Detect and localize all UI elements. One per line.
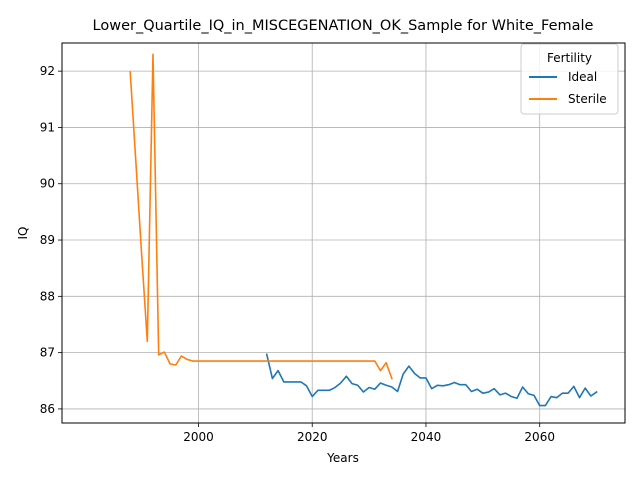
y-tick-label: 92 [40, 64, 55, 78]
x-tick-label: 2020 [297, 430, 328, 444]
legend: Fertility Ideal Sterile [520, 43, 619, 115]
x-tick-label: 2040 [411, 430, 442, 444]
legend-title: Fertility [547, 51, 592, 65]
legend-label-sterile: Sterile [568, 92, 607, 106]
series-line-ideal [265, 353, 598, 407]
y-tick-label: 90 [40, 177, 55, 191]
x-tick-label: 2060 [524, 430, 555, 444]
chart-title: Lower_Quartile_IQ_in_MISCEGENATION_OK_Sa… [93, 18, 594, 34]
series-line-sterile [129, 53, 393, 380]
y-tick-label: 87 [40, 346, 55, 360]
y-axis-label: IQ [16, 227, 30, 240]
y-tick-label: 89 [40, 233, 55, 247]
series-lines [129, 53, 598, 407]
y-tick-label: 88 [40, 289, 55, 303]
plot-area-frame [61, 42, 626, 424]
x-tick-label: 2000 [183, 430, 214, 444]
axis-ticks: 2000 2020 2040 2060 86 87 88 89 90 91 92 [40, 64, 555, 444]
legend-box [520, 43, 619, 115]
y-tick-label: 91 [40, 120, 55, 134]
x-axis-label: Years [326, 451, 359, 465]
legend-label-ideal: Ideal [568, 70, 597, 84]
y-tick-label: 86 [40, 402, 55, 416]
